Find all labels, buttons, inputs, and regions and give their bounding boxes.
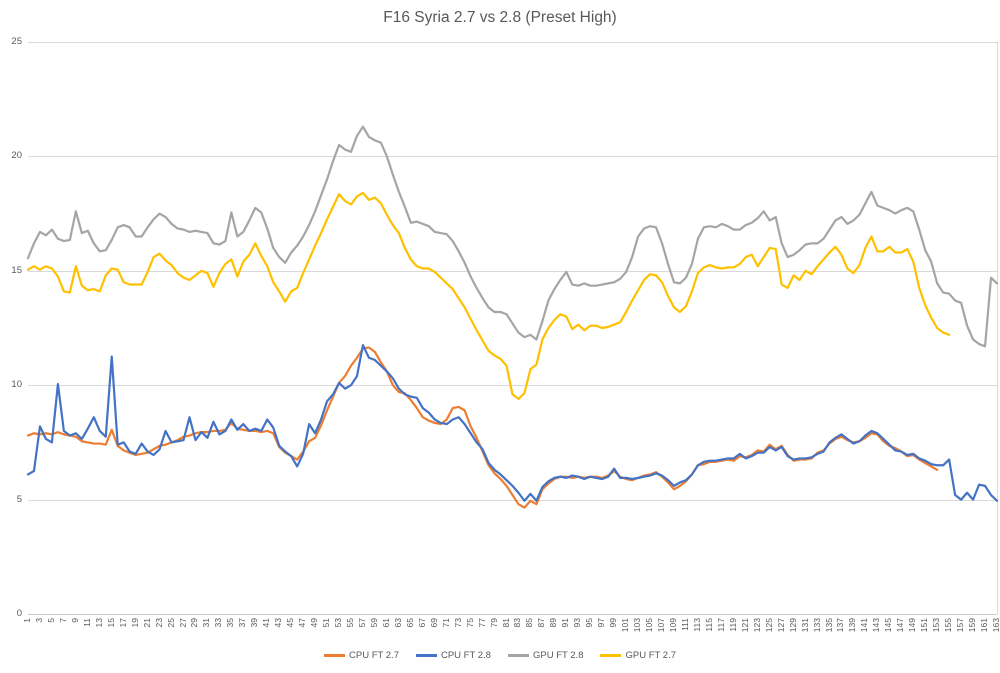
x-axis-tick-label: 77 [476,618,487,628]
x-axis-tick-label: 29 [189,618,200,628]
x-axis-tick-label: 93 [572,618,583,628]
x-axis-tick-label: 75 [464,618,475,628]
x-axis-tick-label: 53 [333,618,344,628]
x-axis-tick-label: 65 [404,618,415,628]
series-line-gpu-ft-2-8 [26,125,999,348]
series-line-cpu-ft-2-7 [26,346,939,509]
x-axis-tick-label: 33 [213,618,224,628]
legend-item-gpu-ft-2-8[interactable]: GPU FT 2.8 [507,650,584,661]
x-axis-tick-label: 89 [548,618,559,628]
x-axis-tick-label: 35 [225,618,236,628]
gridline-y-10 [28,385,997,387]
x-axis-tick-label: 31 [201,618,212,628]
series-line-gpu-ft-2-7 [26,191,951,401]
x-axis-tick-label: 39 [249,618,260,628]
legend-label: CPU FT 2.7 [349,650,399,661]
y-axis-tick-label: 0 [16,608,22,619]
legend-line-marker [600,654,622,657]
y-axis-tick-label: 15 [11,264,22,276]
x-axis-tick-label: 11 [81,618,92,627]
x-axis-tick-label: 27 [177,618,188,628]
legend-line-marker [415,654,437,657]
x-axis-tick-label: 57 [356,618,367,628]
x-axis-tick-label: 51 [321,618,332,628]
series-line-cpu-ft-2-8 [26,344,999,502]
y-axis-tick-label: 5 [16,493,22,505]
x-axis-tick-label: 85 [524,618,535,628]
x-axis-tick-label: 49 [309,618,320,628]
legend-label: CPU FT 2.8 [440,650,491,661]
x-axis-tick-label: 63 [392,618,403,628]
x-axis-tick-label: 87 [536,618,547,628]
legend-line-marker [324,654,345,657]
gridline-y-15 [28,270,997,272]
gridline-y-5 [28,499,997,501]
chart-title: F16 Syria 2.7 vs 2.8 (Preset High) [383,9,617,26]
x-axis-tick-label: 5 [45,618,56,623]
x-axis-tick-label: 15 [105,618,116,628]
x-axis-tick-label: 1 [22,618,32,623]
legend-item-gpu-ft-2-7[interactable]: GPU FT 2.7 [600,650,676,661]
x-axis-tick-label: 37 [237,618,248,628]
x-axis-tick-label: 43 [273,618,284,628]
x-axis-tick-label: 21 [141,618,152,628]
x-axis-tick-label: 81 [500,618,511,628]
x-axis-tick-label: 95 [584,618,595,628]
x-axis-tick-label: 17 [117,618,128,628]
y-axis-tick-label: 25 [11,36,22,47]
x-axis-tick-label: 59 [368,618,379,628]
x-axis-tick-label: 79 [488,618,499,628]
x-axis-tick-label: 61 [380,618,391,628]
y-axis-tick-label: 20 [11,150,22,162]
x-axis-line [28,614,997,615]
x-axis-tick-label: 41 [261,618,272,628]
plot-area-svg [26,125,999,509]
x-axis-tick-label: 69 [428,618,439,628]
x-axis-tick-label: 163 [991,618,1000,633]
x-axis-tick-label: 9 [69,618,80,623]
x-axis-tick-label: 47 [297,618,308,628]
x-axis-tick-label: 99 [608,618,619,628]
legend-item-cpu-ft-2-7[interactable]: CPU FT 2.7 [324,650,399,661]
x-axis-tick-label: 73 [452,618,463,628]
y-axis-tick-label: 10 [11,379,22,391]
x-axis-tick-label: 3 [33,618,44,623]
gridline-y-25 [28,42,997,43]
x-axis-tick-label: 67 [416,618,427,628]
x-axis-tick-label: 13 [93,618,104,628]
legend-line-marker [507,654,529,657]
x-axis-tick-label: 97 [596,618,607,628]
legend-label: GPU FT 2.8 [532,650,584,661]
legend-label: GPU FT 2.7 [625,650,676,661]
plot-border-right [997,42,998,614]
x-axis-tick-label: 25 [165,618,176,628]
x-axis-tick-label: 19 [129,618,140,628]
gridline-y-20 [28,156,997,158]
x-axis-tick-label: 7 [57,618,68,623]
legend-item-cpu-ft-2-8[interactable]: CPU FT 2.8 [415,650,491,661]
plot-area[interactable] [26,42,999,615]
x-axis-tick-label: 91 [560,618,571,628]
x-axis-tick-label: 83 [512,618,523,628]
x-axis-tick-label: 23 [153,618,164,628]
x-axis-tick-label: 55 [345,618,355,628]
legend: CPU FT 2.7 CPU FT 2.8 GPU FT 2.8 GPU FT 2.7 [0,650,1000,661]
x-axis-tick-label: 71 [440,618,451,628]
x-axis-tick-label: 45 [285,618,296,628]
